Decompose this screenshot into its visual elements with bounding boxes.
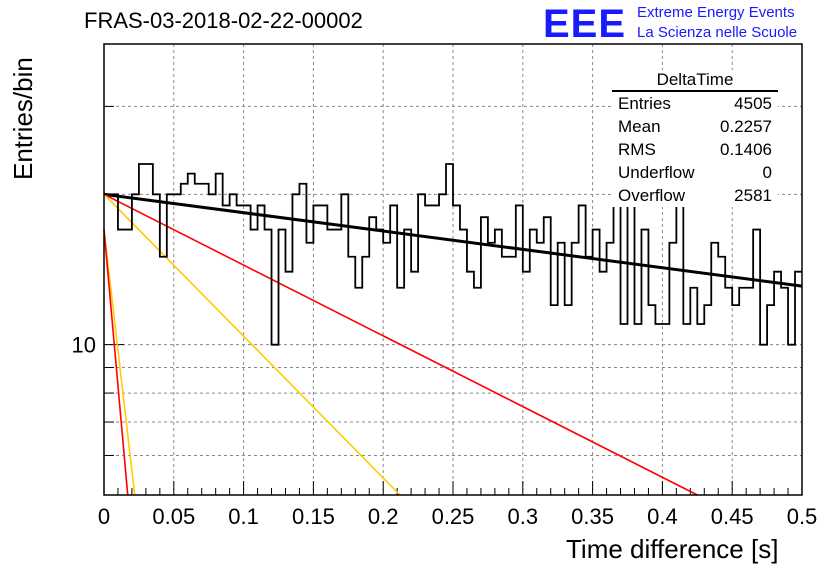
stats-label: Overflow bbox=[618, 186, 686, 205]
y-axis: 10 bbox=[72, 43, 124, 496]
x-tick-label: 0 bbox=[98, 504, 110, 529]
x-tick-label: 0.1 bbox=[228, 504, 259, 529]
stats-value: 2581 bbox=[734, 186, 772, 205]
x-axis: 0 0.05 0.1 0.15 0.2 0.25 0.3 0.35 0.4 0.45 0.5 bbox=[98, 481, 817, 529]
stats-row: Overflow 2581 bbox=[612, 184, 778, 207]
x-tick-label: 0.3 bbox=[508, 504, 539, 529]
stats-row: RMS 0.1406 bbox=[612, 138, 778, 161]
logo-caption-1: Extreme Energy Events bbox=[637, 4, 795, 21]
x-tick-label: 0.4 bbox=[647, 504, 678, 529]
fit-curve-fast-exp-orange bbox=[103, 229, 136, 496]
stats-label: Underflow bbox=[618, 163, 695, 182]
x-tick-label: 0.15 bbox=[292, 504, 335, 529]
x-axis-label: Time difference [s] bbox=[566, 534, 779, 564]
stats-label: Mean bbox=[618, 117, 661, 136]
stats-row: Mean 0.2257 bbox=[612, 115, 778, 138]
stats-title: DeltaTime bbox=[612, 70, 778, 92]
x-tick-label: 0.05 bbox=[152, 504, 195, 529]
eee-logo: EEE bbox=[543, 2, 627, 46]
fit-curves bbox=[103, 192, 803, 496]
y-tick-label: 10 bbox=[72, 333, 96, 358]
chart-title: FRAS-03-2018-02-22-00002 bbox=[84, 8, 363, 33]
stats-value: 4505 bbox=[734, 94, 772, 113]
stats-value: 0 bbox=[762, 163, 772, 182]
stats-box: DeltaTime Entries 4505 Mean 0.2257 RMS 0… bbox=[612, 70, 778, 207]
plot-frame bbox=[103, 43, 803, 496]
fit-curve-slow-exp bbox=[103, 193, 698, 496]
logo-caption-2: La Scienza nelle Scuole bbox=[637, 24, 798, 41]
stats-row: Entries 4505 bbox=[612, 92, 778, 115]
fit-curve-total bbox=[103, 192, 803, 288]
stats-label: Entries bbox=[618, 94, 671, 113]
x-tick-label: 0.5 bbox=[787, 504, 818, 529]
x-tick-label: 0.25 bbox=[432, 504, 475, 529]
stats-value: 0.1406 bbox=[720, 140, 772, 159]
x-tick-label: 0.45 bbox=[711, 504, 754, 529]
stats-value: 0.2257 bbox=[720, 117, 772, 136]
histogram-steps bbox=[104, 163, 802, 346]
fit-curve-fast-exp-red bbox=[103, 229, 129, 496]
stats-row: Underflow 0 bbox=[612, 161, 778, 184]
histogram bbox=[104, 163, 802, 346]
x-tick-label: 0.35 bbox=[571, 504, 614, 529]
x-tick-label: 0.2 bbox=[368, 504, 399, 529]
stats-label: RMS bbox=[618, 140, 656, 159]
y-axis-label: Entries/bin bbox=[8, 57, 38, 180]
fit-curve-mid-exp bbox=[103, 193, 401, 496]
